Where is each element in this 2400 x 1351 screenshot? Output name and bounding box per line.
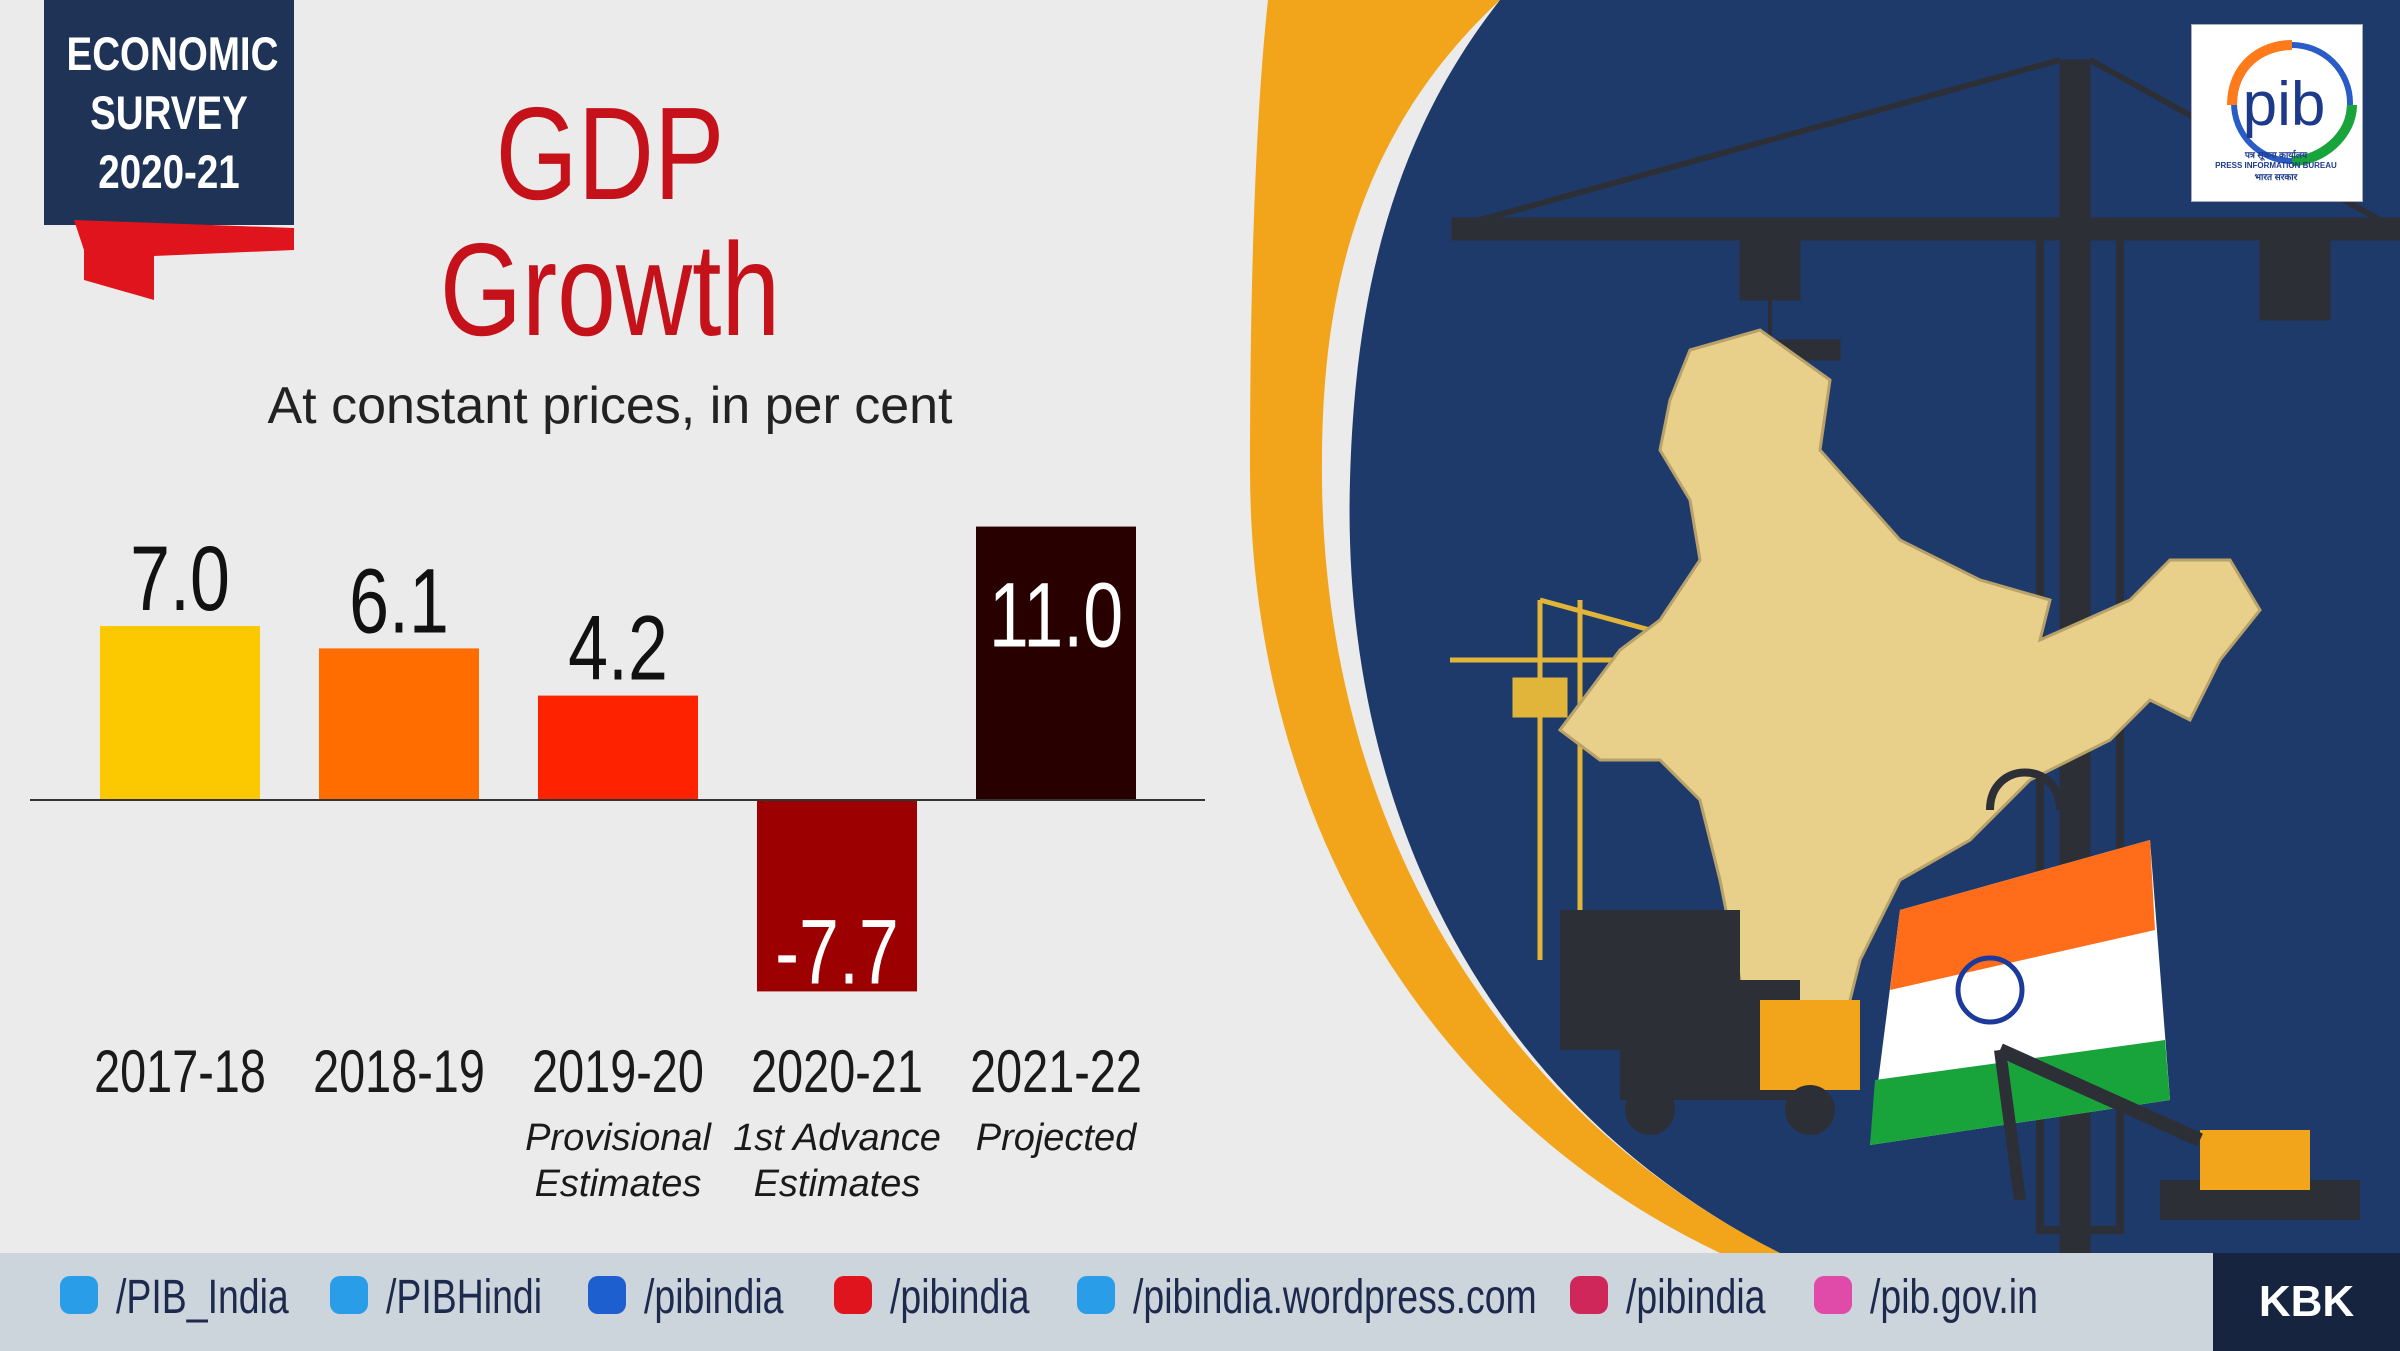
bar-2018-19	[319, 648, 479, 800]
bar-2020-21	[757, 800, 917, 992]
title-line-1: GDP	[495, 80, 725, 227]
logo-line-2: PRESS INFORMATION BUREAU	[2215, 161, 2337, 170]
category-label-2018-19: 2018-19	[313, 1038, 485, 1105]
instagram-icon	[1568, 1274, 1610, 1321]
bar-2017-18	[100, 626, 260, 800]
twitter-icon	[58, 1274, 100, 1321]
chart-subtitle: At constant prices, in per cent	[267, 377, 953, 435]
value-label-2019-20: 4.2	[568, 597, 668, 700]
social-link-3[interactable]: /pibindia	[832, 1262, 1069, 1332]
badge-line-3: 2020-21	[98, 145, 240, 198]
value-label-2020-21: -7.7	[775, 901, 899, 1004]
social-link-4[interactable]: /pibindia.wordpress.com	[1075, 1262, 1651, 1332]
shopping-bag	[1870, 768, 2170, 1145]
social-link-2[interactable]: /pibindia	[586, 1262, 823, 1332]
category-note-3-1: Estimates	[754, 1163, 921, 1200]
pib-logo-caption: पत्र सूचना कार्यालय PRESS INFORMATION BU…	[2191, 148, 2361, 183]
logo-line-1: पत्र सूचना कार्यालय	[2244, 150, 2308, 160]
orange-arc	[1213, 0, 1780, 1253]
social-label: /pibindia.wordpress.com	[1133, 1270, 1537, 1324]
badge-ribbon-tail	[74, 220, 294, 300]
social-link-0[interactable]: /PIB_India	[58, 1262, 337, 1332]
category-note-2-1: Estimates	[535, 1163, 702, 1200]
page-title: GDP Growth	[300, 86, 920, 358]
category-note-3-0: 1st Advance	[733, 1117, 941, 1159]
cement-truck	[1560, 910, 1860, 1135]
category-note-4-0: Projected	[976, 1117, 1138, 1159]
pib-logo-mark: pib	[2227, 40, 2357, 166]
social-label: /PIBHindi	[386, 1270, 543, 1324]
credit-badge: KBK	[2213, 1253, 2400, 1351]
category-label-2017-18: 2017-18	[94, 1038, 266, 1105]
survey-badge-text: ECONOMIC SURVEY 2020-21	[44, 24, 294, 201]
pib-logo-text: pib	[2243, 70, 2326, 139]
badge-line-2: SURVEY	[90, 86, 248, 139]
social-label: /pibindia	[890, 1270, 1030, 1324]
footer-bar	[0, 1253, 2400, 1351]
youtube-icon	[832, 1274, 874, 1321]
india-map	[1557, 328, 2262, 1103]
social-link-1[interactable]: /PIBHindi	[328, 1262, 586, 1332]
value-label-2018-19: 6.1	[349, 550, 449, 653]
excavator	[1994, 1043, 2360, 1220]
orange-arc-band	[1250, 0, 1780, 1253]
facebook-icon	[586, 1274, 628, 1321]
web-icon	[1812, 1274, 1854, 1321]
pib-logo: pib	[2191, 24, 2363, 202]
logo-line-3: भारत सरकार	[2254, 172, 2298, 182]
value-label-2017-18: 7.0	[130, 527, 230, 630]
category-label-2021-22: 2021-22	[970, 1038, 1142, 1105]
badge-line-1: ECONOMIC	[66, 27, 279, 80]
category-note-2-0: Provisional	[525, 1117, 712, 1159]
social-link-5[interactable]: /pibindia	[1568, 1262, 1805, 1332]
category-label-2019-20: 2019-20	[532, 1038, 704, 1105]
bar-2021-22	[976, 526, 1136, 800]
category-label-2020-21: 2020-21	[751, 1038, 923, 1105]
social-label: /pibindia	[644, 1270, 784, 1324]
value-label-2021-22: 11.0	[989, 564, 1123, 667]
gdp-bar-chart: 7.0 2017-18 6.1 2018-19 4.2 2019-20 Provisiona…	[30, 526, 1205, 1200]
title-line-2: Growth	[439, 216, 781, 363]
social-label: /pibindia	[1626, 1270, 1766, 1324]
twitter-icon	[328, 1274, 370, 1321]
social-label: /pib.gov.in	[1870, 1270, 2038, 1324]
social-label: /PIB_India	[116, 1270, 289, 1324]
wordpress-icon	[1075, 1274, 1117, 1321]
survey-badge	[44, 0, 294, 225]
social-link-6[interactable]: /pib.gov.in	[1812, 1262, 2085, 1332]
bar-2019-20	[538, 695, 698, 800]
